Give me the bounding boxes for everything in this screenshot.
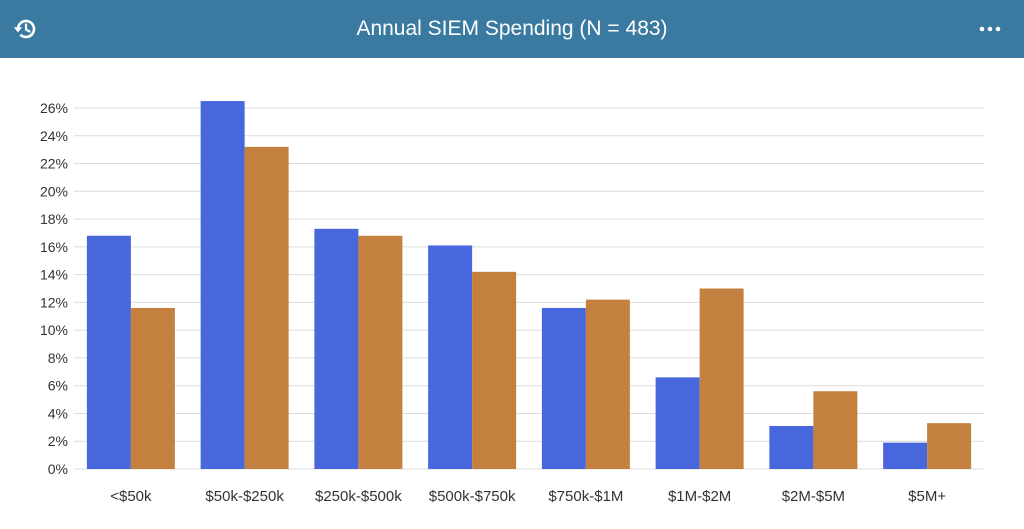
y-tick-label: 0% [48,461,68,477]
y-tick-label: 10% [40,322,68,338]
y-tick-label: 22% [40,156,68,172]
bar-chart: 0% 2% 4% 6% 8% 10% 12% 14% 16% 18% 20% 22% 24% 26% <$5… [40,100,984,505]
x-tick-label: $50k-$250k [205,488,284,505]
bar-series-2 [472,271,517,469]
x-tick-label: $5M+ [908,488,946,505]
bar-series-2 [927,423,972,469]
y-tick-label: 2% [48,433,68,449]
bar-series-1 [541,307,586,469]
bar-series-1 [200,101,245,470]
y-tick-label: 26% [40,100,68,116]
x-tick-label: $750k-$1M [548,488,623,505]
y-tick-label: 6% [48,378,68,394]
y-tick-label: 24% [40,128,68,144]
bar-series-1 [769,425,814,469]
bar-series-2 [813,391,858,469]
bar-series-1 [883,442,928,469]
y-tick-label: 8% [48,350,68,366]
bar-series-2 [130,307,175,469]
bar-series-1 [314,228,359,469]
x-tick-label: $250k-$500k [315,488,402,505]
title-bar: Annual SIEM Spending (N = 483) [0,0,1024,58]
y-tick-label: 18% [40,211,68,227]
history-icon[interactable] [12,16,38,42]
y-tick-label: 12% [40,294,68,310]
x-tick-label: $1M-$2M [668,488,731,505]
y-tick-label: 20% [40,183,68,199]
y-tick-label: 16% [40,239,68,255]
x-tick-label: <$50k [110,488,152,505]
more-horizontal-icon[interactable] [978,16,1002,42]
bar-series-2 [585,299,630,469]
bar-series-1 [86,235,131,469]
x-tick-label: $2M-$5M [782,488,845,505]
bar-series-1 [655,377,700,469]
bar-series-2 [244,146,289,469]
bar-series-2 [699,288,744,469]
bar-series-2 [358,235,403,469]
y-tick-label: 14% [40,267,68,283]
y-tick-label: 4% [48,405,68,421]
chart-title: Annual SIEM Spending (N = 483) [356,17,668,40]
x-tick-label: $500k-$750k [429,488,516,505]
bar-series-1 [428,245,473,469]
